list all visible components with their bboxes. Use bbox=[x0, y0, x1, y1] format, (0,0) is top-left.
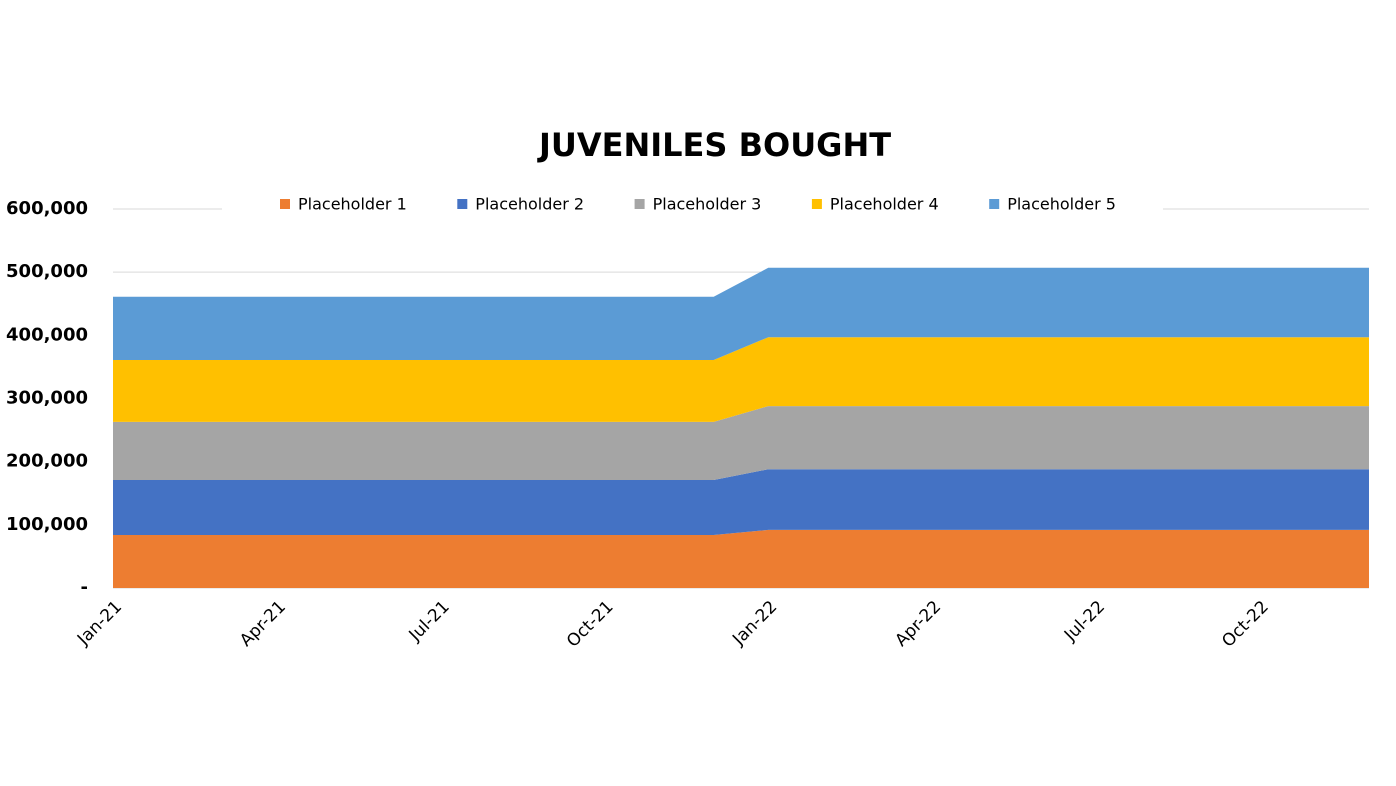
x-tick-label: Oct-21 bbox=[563, 597, 618, 652]
x-tick-label: Jul-22 bbox=[1060, 597, 1109, 646]
x-tick-label: Jul-21 bbox=[405, 597, 454, 646]
legend-swatch bbox=[811, 199, 822, 209]
legend-label: Placeholder 1 bbox=[298, 195, 407, 214]
x-tick-label: Jan-22 bbox=[728, 597, 781, 650]
area bbox=[113, 267, 1369, 360]
y-tick-label: 600,000 bbox=[6, 198, 88, 219]
area bbox=[113, 406, 1369, 480]
area bbox=[113, 337, 1369, 422]
y-tick-label: 100,000 bbox=[6, 514, 88, 535]
x-tick-label: Oct-22 bbox=[1218, 597, 1273, 652]
y-tick-label: - bbox=[81, 577, 88, 598]
x-tick-label: Apr-22 bbox=[891, 597, 945, 651]
legend-swatch bbox=[457, 199, 468, 209]
y-tick-label: 500,000 bbox=[6, 261, 88, 282]
y-tick-label: 200,000 bbox=[6, 451, 88, 472]
legend-swatch bbox=[634, 199, 645, 209]
legend-label: Placeholder 5 bbox=[1007, 195, 1116, 214]
y-tick-label: 300,000 bbox=[6, 388, 88, 409]
legend-label: Placeholder 4 bbox=[830, 195, 939, 214]
legend-swatch bbox=[989, 199, 1000, 209]
legend-label: Placeholder 3 bbox=[653, 195, 762, 214]
chart-title: JUVENILES BOUGHT bbox=[537, 126, 891, 164]
area bbox=[113, 529, 1369, 588]
legend-swatch bbox=[280, 199, 290, 209]
legend-label: Placeholder 2 bbox=[475, 195, 584, 214]
x-tick-label: Apr-21 bbox=[236, 597, 290, 651]
legend-background bbox=[222, 190, 1163, 220]
area bbox=[113, 469, 1369, 535]
x-tick-label: Jan-21 bbox=[73, 597, 126, 650]
y-tick-label: 400,000 bbox=[6, 324, 88, 345]
